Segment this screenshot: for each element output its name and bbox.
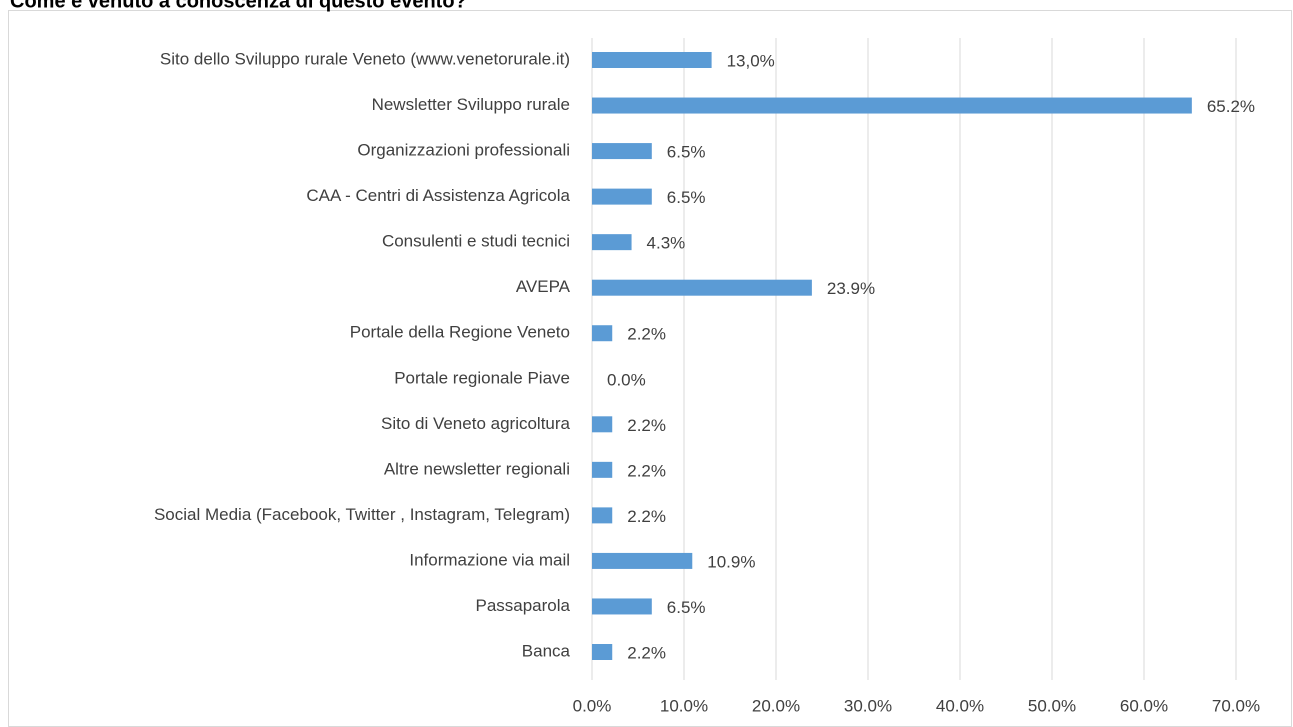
y-tick-label: Altre newsletter regionali	[384, 459, 570, 478]
bar	[592, 552, 693, 569]
data-label: 2.2%	[627, 643, 666, 662]
data-label: 65.2%	[1207, 97, 1255, 116]
y-tick-label: Passaparola	[475, 596, 570, 615]
x-tick-label: 70.0%	[1212, 696, 1260, 715]
data-label: 2.2%	[627, 325, 666, 344]
y-tick-label: Social Media (Facebook, Twitter , Instag…	[154, 505, 570, 524]
bar	[592, 325, 613, 342]
y-tick-label: Banca	[522, 641, 571, 660]
x-tick-label: 30.0%	[844, 696, 892, 715]
y-tick-label: Portale della Regione Veneto	[350, 323, 570, 342]
bar	[592, 598, 652, 615]
y-tick-label: AVEPA	[516, 277, 571, 296]
bar	[592, 507, 613, 524]
data-label: 6.5%	[667, 188, 706, 207]
bar	[592, 234, 632, 251]
y-tick-label: Informazione via mail	[409, 550, 570, 569]
bar	[592, 188, 652, 205]
data-label: 4.3%	[647, 234, 686, 253]
x-tick-label: 60.0%	[1120, 696, 1168, 715]
chart-title: Come è venuto a conoscenza di questo eve…	[10, 0, 467, 12]
y-tick-label: Organizzazioni professionali	[357, 141, 570, 160]
x-tick-label: 40.0%	[936, 696, 984, 715]
x-tick-label: 0.0%	[573, 696, 612, 715]
data-label: 23.9%	[827, 279, 875, 298]
data-label: 2.2%	[627, 507, 666, 526]
y-tick-label: Portale regionale Piave	[394, 368, 570, 387]
y-tick-label: Sito dello Sviluppo rurale Veneto (www.v…	[160, 49, 570, 68]
data-label: 13,0%	[727, 51, 775, 70]
x-tick-label: 10.0%	[660, 696, 708, 715]
bar	[592, 97, 1192, 114]
y-tick-label: Sito di Veneto agricoltura	[381, 414, 571, 433]
bar	[592, 279, 812, 296]
x-tick-label: 20.0%	[752, 696, 800, 715]
data-label: 10.9%	[707, 552, 755, 571]
y-tick-label: CAA - Centri di Assistenza Agricola	[306, 186, 570, 205]
data-label: 6.5%	[667, 598, 706, 617]
data-label: 0.0%	[607, 370, 646, 389]
data-label: 2.2%	[627, 461, 666, 480]
data-label: 6.5%	[667, 143, 706, 162]
data-label: 2.2%	[627, 416, 666, 435]
y-tick-label: Consulenti e studi tecnici	[382, 232, 570, 251]
chart-frame	[8, 10, 1292, 727]
bar	[592, 143, 652, 160]
bar	[592, 644, 613, 660]
bar	[592, 461, 613, 478]
y-tick-label: Newsletter Sviluppo rurale	[372, 95, 570, 114]
bar	[592, 416, 613, 433]
bar	[592, 52, 712, 68]
x-tick-label: 50.0%	[1028, 696, 1076, 715]
